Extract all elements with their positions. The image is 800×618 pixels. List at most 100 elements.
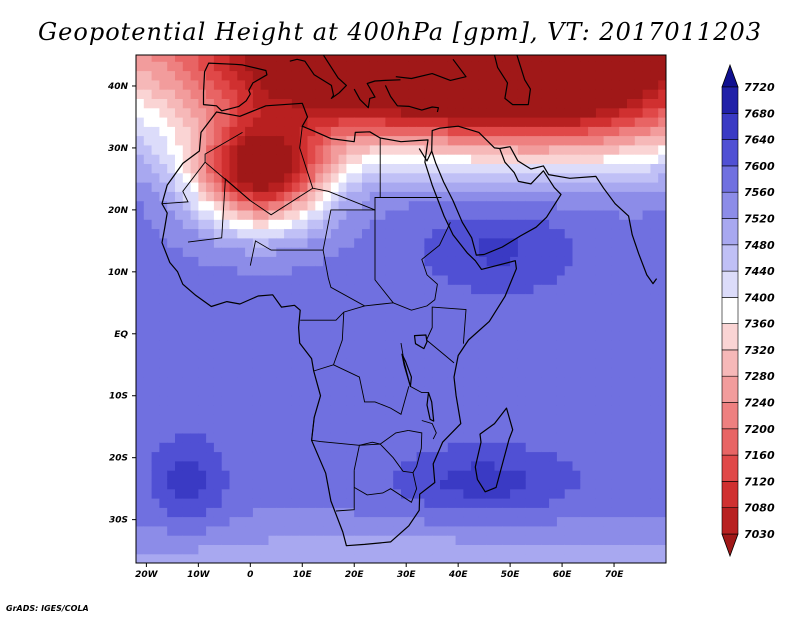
field-cell <box>494 79 503 90</box>
field-cell <box>190 544 199 555</box>
field-cell <box>494 265 503 276</box>
field-cell <box>471 377 480 387</box>
field-cell <box>143 228 153 239</box>
field-cell <box>580 219 589 230</box>
field-cell <box>455 107 464 118</box>
field-cell <box>307 340 316 350</box>
field-cell <box>393 89 402 99</box>
field-cell <box>502 191 511 202</box>
field-cell <box>447 544 457 555</box>
field-cell <box>642 228 651 239</box>
field-cell <box>237 470 246 480</box>
field-cell <box>221 135 231 146</box>
field-cell <box>603 70 612 81</box>
field-cell <box>276 525 285 536</box>
field-cell <box>603 265 612 276</box>
field-cell <box>432 423 441 434</box>
field-cell <box>494 247 503 257</box>
field-cell <box>393 479 402 490</box>
field-cell <box>252 79 262 90</box>
field-cell <box>658 507 666 518</box>
field-cell <box>206 79 215 90</box>
field-cell <box>549 79 558 90</box>
field-cell <box>136 451 145 462</box>
field-cell <box>424 432 433 443</box>
field-cell <box>595 321 605 332</box>
field-cell <box>471 191 480 202</box>
field-cell <box>455 330 464 341</box>
field-cell <box>486 302 496 313</box>
field-cell <box>369 79 379 90</box>
field-cell <box>549 144 558 155</box>
field-cell <box>330 219 340 230</box>
field-cell <box>323 89 332 99</box>
field-cell <box>556 544 566 555</box>
field-cell <box>268 312 277 322</box>
field-cell <box>393 470 402 480</box>
field-cell <box>502 107 511 118</box>
field-cell <box>136 126 145 137</box>
field-cell <box>315 209 324 220</box>
field-cell <box>213 79 223 90</box>
field-cell <box>627 367 636 378</box>
field-cell <box>533 247 542 257</box>
field-cell <box>362 219 371 230</box>
field-cell <box>276 358 285 369</box>
field-cell <box>634 358 644 369</box>
field-cell <box>167 163 176 174</box>
field-cell <box>260 553 270 563</box>
field-cell <box>650 535 659 545</box>
colorbar-band <box>721 428 739 456</box>
field-cell <box>175 432 184 443</box>
field-cell <box>213 98 223 109</box>
field-cell <box>588 256 597 267</box>
field-cell <box>658 340 666 350</box>
field-cell <box>260 302 270 313</box>
field-cell <box>533 256 542 267</box>
field-cell <box>588 553 597 563</box>
field-cell <box>284 89 293 99</box>
field-cell <box>291 172 301 183</box>
field-cell <box>252 219 262 230</box>
field-cell <box>291 358 301 369</box>
field-cell <box>408 126 418 137</box>
field-cell <box>525 154 535 164</box>
field-cell <box>658 451 666 462</box>
field-cell <box>198 163 207 174</box>
field-cell <box>525 61 535 72</box>
field-cell <box>330 470 340 480</box>
field-cell <box>377 219 386 230</box>
field-cell <box>206 55 215 62</box>
field-cell <box>634 135 644 146</box>
field-cell <box>494 70 503 81</box>
field-cell <box>260 89 270 99</box>
field-cell <box>463 182 472 192</box>
field-cell <box>213 126 223 137</box>
field-cell <box>541 414 550 425</box>
field-cell <box>572 395 581 406</box>
field-cell <box>549 126 558 137</box>
field-cell <box>595 256 605 267</box>
field-cell <box>315 377 324 387</box>
field-cell <box>502 200 511 211</box>
field-cell <box>634 535 644 545</box>
field-cell <box>447 55 457 62</box>
field-cell <box>221 144 231 155</box>
field-cell <box>260 237 270 248</box>
field-cell <box>603 144 612 155</box>
x-axis: 20W 10W 0 10E 20E 30E 40E 50E 60E 70E <box>135 563 624 580</box>
field-cell <box>611 182 620 192</box>
field-cell <box>572 293 581 304</box>
field-cell <box>658 247 666 257</box>
field-cell <box>408 154 418 164</box>
field-cell <box>385 340 394 350</box>
field-cell <box>369 432 379 443</box>
field-cell <box>595 274 605 285</box>
field-cell <box>221 340 231 350</box>
field-cell <box>432 488 441 499</box>
field-cell <box>346 274 355 285</box>
field-cell <box>525 507 535 518</box>
field-cell <box>276 340 285 350</box>
field-cell <box>198 107 207 118</box>
field-cell <box>338 479 347 490</box>
